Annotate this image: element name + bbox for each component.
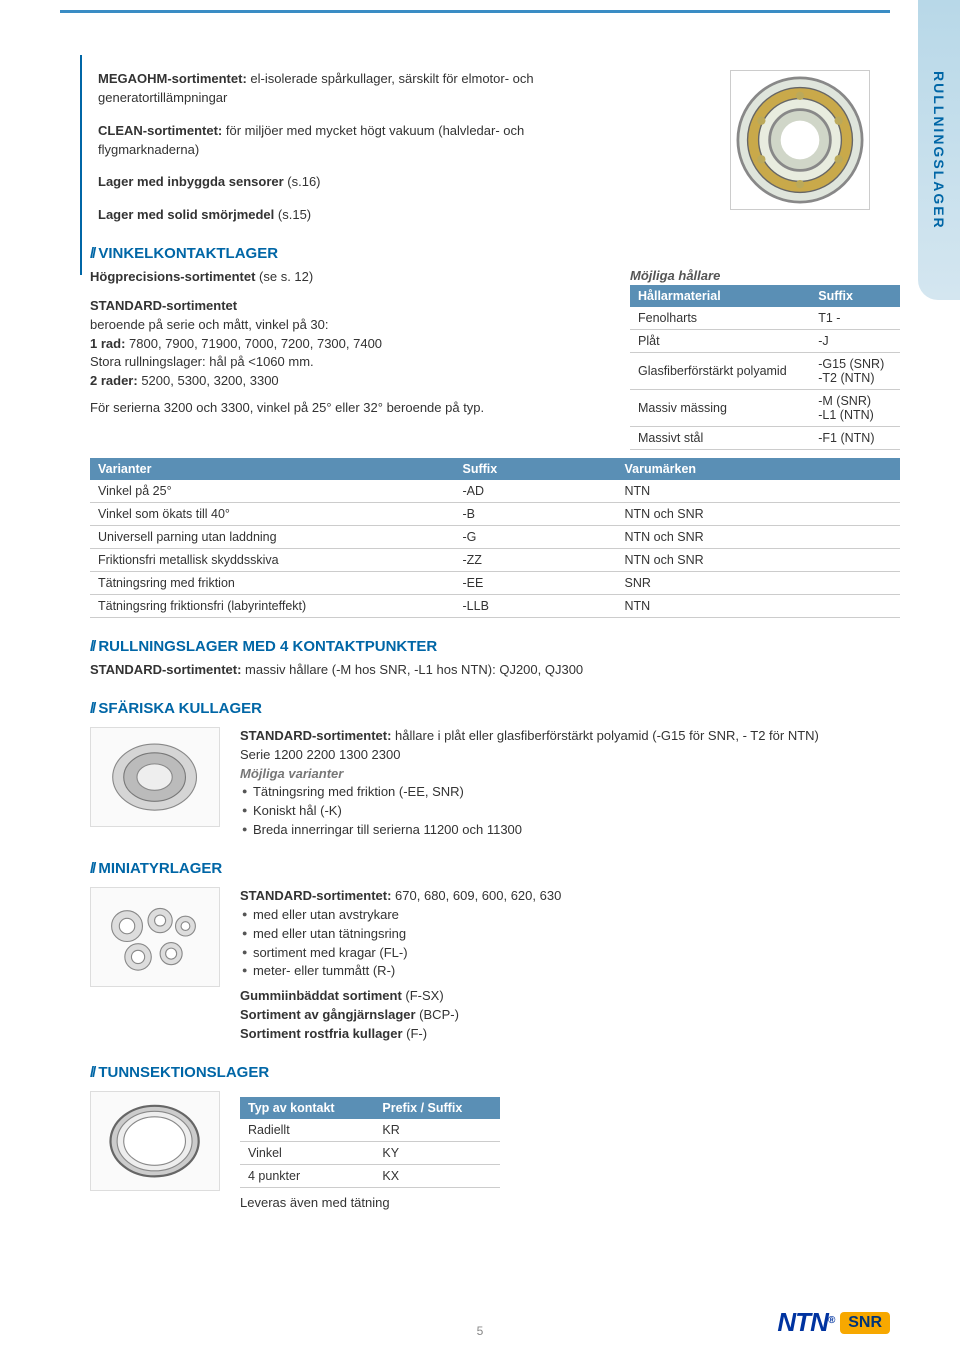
table-row: Tätningsring friktionsfri (labyrinteffek… — [90, 595, 900, 618]
intro-megaohm: MEGAOHM-sortimentet: el-isolerade spårku… — [98, 70, 618, 108]
table-row: VinkelKY — [240, 1141, 500, 1164]
tunn-footer: Leveras även med tätning — [240, 1194, 500, 1213]
vinkel-body: Högprecisions-sortimentet (se s. 12) STA… — [90, 268, 600, 418]
mini-body: STANDARD-sortimentet: 670, 680, 609, 600… — [240, 887, 561, 1044]
table-row: Tätningsring med friktion-EESNR — [90, 572, 900, 595]
tunn-table: Typ av kontaktPrefix / Suffix RadielltKR… — [240, 1097, 500, 1188]
sfariska-thumb — [90, 727, 220, 827]
table-row: RadielltKR — [240, 1119, 500, 1142]
intro-solid: Lager med solid smörjmedel (s.15) — [98, 206, 618, 225]
section-mini-heading: //MINIATYRLAGER — [90, 860, 900, 877]
varianter-table: Varianter Suffix Varumärken Vinkel på 25… — [90, 458, 900, 618]
section-sfariska-heading: //SFÄRISKA KULLAGER — [90, 700, 900, 717]
table-row: Universell parning utan laddning-GNTN oc… — [90, 526, 900, 549]
intro-sensor: Lager med inbyggda sensorer (s.16) — [98, 173, 618, 192]
table-row: Vinkel som ökats till 40°-BNTN och SNR — [90, 503, 900, 526]
table-row: 4 punkterKX — [240, 1164, 500, 1187]
page-number: 5 — [477, 1324, 484, 1338]
table-row: Friktionsfri metallisk skyddsskiva-ZZNTN… — [90, 549, 900, 572]
hallare-title: Möjliga hållare — [630, 268, 900, 283]
hallare-table: HållarmaterialSuffix FenolhartsT1 -Plåt-… — [630, 285, 900, 450]
left-accent-bar — [80, 55, 82, 275]
table-row: Plåt-J — [630, 330, 900, 353]
table-row: Massiv mässing-M (SNR) -L1 (NTN) — [630, 390, 900, 427]
section-4kontakt-heading: //RULLNINGSLAGER MED 4 KONTAKTPUNKTER — [90, 638, 900, 655]
table-row: Glasfiberförstärkt polyamid-G15 (SNR) -T… — [630, 353, 900, 390]
bearing-illustration — [730, 70, 870, 210]
section-tunn-heading: //TUNNSEKTIONSLAGER — [90, 1064, 900, 1081]
footer-logo: NTN® SNR — [777, 1307, 890, 1338]
intro-clean: CLEAN-sortimentet: för miljöer med mycke… — [98, 122, 618, 160]
kontakt4-body: STANDARD-sortimentet: massiv hållare (-M… — [90, 661, 900, 680]
sfariska-body: STANDARD-sortimentet: hållare i plåt ell… — [240, 727, 819, 840]
mini-thumb — [90, 887, 220, 987]
table-row: FenolhartsT1 - — [630, 307, 900, 330]
table-row: Vinkel på 25°-ADNTN — [90, 480, 900, 503]
table-row: Massivt stål-F1 (NTN) — [630, 427, 900, 450]
tunn-thumb — [90, 1091, 220, 1191]
section-vinkel-heading: //VINKELKONTAKTLAGER — [90, 245, 900, 262]
